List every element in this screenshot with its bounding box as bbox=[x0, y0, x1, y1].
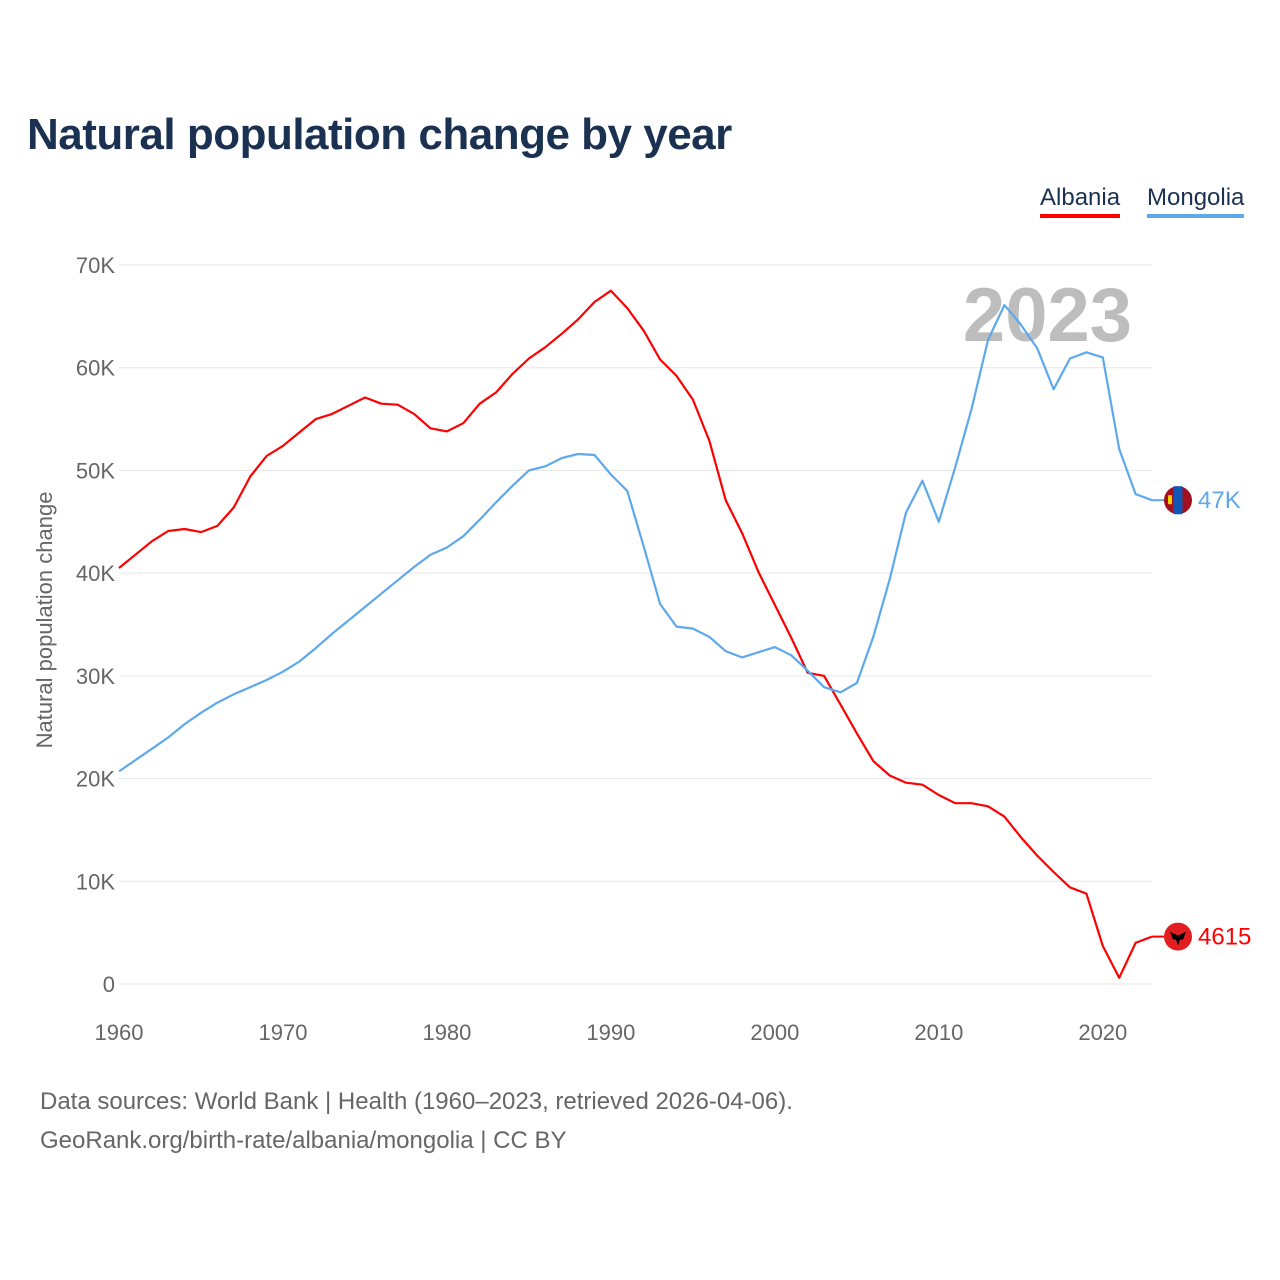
chart-title: Natural population change by year bbox=[27, 110, 732, 159]
series-line-mongolia bbox=[118, 304, 1153, 773]
y-tick-label: 40K bbox=[76, 561, 115, 586]
x-tick-label: 2000 bbox=[750, 1020, 799, 1045]
soyombo-icon bbox=[1168, 495, 1172, 505]
series-line-albania bbox=[118, 289, 1153, 979]
eagle-icon bbox=[1170, 931, 1186, 946]
x-tick-label: 1990 bbox=[586, 1020, 635, 1045]
year-watermark: 2023 bbox=[963, 273, 1132, 358]
y-tick-label: 50K bbox=[76, 458, 115, 483]
flag-stripe bbox=[1173, 486, 1183, 515]
legend-albania[interactable]: Albania bbox=[1040, 184, 1121, 218]
mongolia-flag-icon bbox=[1164, 486, 1192, 515]
x-tick-label: 1960 bbox=[95, 1020, 144, 1045]
end-value-label: 4615 bbox=[1198, 924, 1251, 951]
y-tick-label: 20K bbox=[76, 767, 115, 792]
y-axis-label: Natural population change bbox=[32, 492, 57, 749]
y-tick-label: 0 bbox=[103, 972, 115, 997]
x-tick-label: 1970 bbox=[258, 1020, 307, 1045]
y-tick-label: 60K bbox=[76, 356, 115, 381]
y-tick-label: 70K bbox=[76, 253, 115, 278]
y-tick-label: 10K bbox=[76, 869, 115, 894]
end-value-label: 47K bbox=[1198, 487, 1241, 514]
x-tick-label: 1980 bbox=[422, 1020, 471, 1045]
x-tick-label: 2010 bbox=[914, 1020, 963, 1045]
legend-mongolia[interactable]: Mongolia bbox=[1147, 184, 1245, 218]
footer-credit: GeoRank.org/birth-rate/albania/mongolia … bbox=[40, 1127, 567, 1154]
y-tick-label: 30K bbox=[76, 664, 115, 689]
x-tick-label: 2020 bbox=[1078, 1020, 1127, 1045]
albania-flag-icon bbox=[1164, 922, 1192, 951]
footer-sources: Data sources: World Bank | Health (1960–… bbox=[40, 1088, 793, 1115]
